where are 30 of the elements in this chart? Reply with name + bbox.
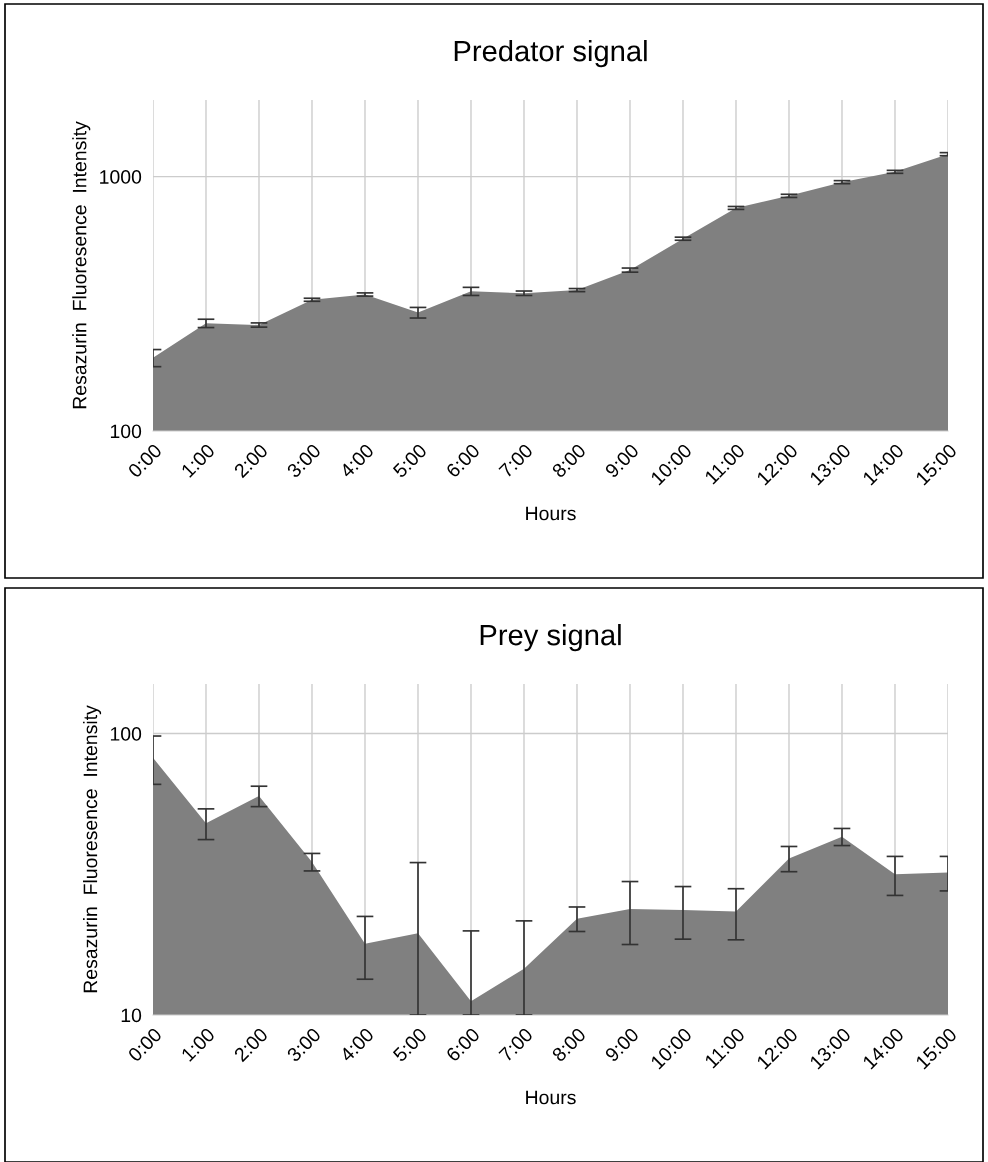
x-axis-title: Hours	[526, 1090, 576, 1105]
y-tick-label: 10	[121, 1008, 142, 1023]
x-tick-label: 8:00	[551, 443, 587, 479]
x-tick-label: 9:00	[604, 1027, 640, 1063]
x-tick-label: 1:00	[180, 1027, 216, 1062]
x-tick-label: 7:00	[498, 1027, 534, 1063]
y-tick-label: 100	[110, 424, 142, 439]
y-tick-label: 1000	[100, 170, 142, 184]
x-tick-label: 0:00	[127, 443, 163, 479]
x-tick-label: 6:00	[445, 1027, 481, 1063]
x-tick-label: 2:00	[233, 443, 269, 479]
x-axis-title: Hours	[526, 506, 576, 521]
y-tick-label: 100	[110, 727, 142, 741]
x-tick-label: 2:00	[233, 1027, 269, 1063]
x-tick-label: 1:00	[180, 443, 216, 478]
chart-title: Predator signal	[454, 39, 647, 68]
x-tick-label: 6:00	[445, 443, 481, 479]
x-tick-label: 8:00	[551, 1027, 587, 1063]
x-tick-label: 4:00	[338, 1027, 375, 1063]
x-tick-label: 4:00	[338, 443, 375, 479]
y-axis-title: Resazurin Fluoresence Intensity	[72, 121, 91, 409]
x-tick-label: 5:00	[392, 443, 428, 479]
x-tick-label: 3:00	[286, 443, 322, 479]
chart-title: Prey signal	[480, 623, 621, 652]
x-tick-label: 9:00	[604, 443, 640, 479]
y-axis-title: Resazurin Fluoresence Intensity	[82, 705, 102, 993]
x-tick-label: 0:00	[127, 1027, 163, 1063]
x-tick-label: 3:00	[286, 1027, 322, 1063]
x-tick-label: 5:00	[392, 1027, 428, 1063]
x-tick-label: 7:00	[498, 443, 534, 479]
